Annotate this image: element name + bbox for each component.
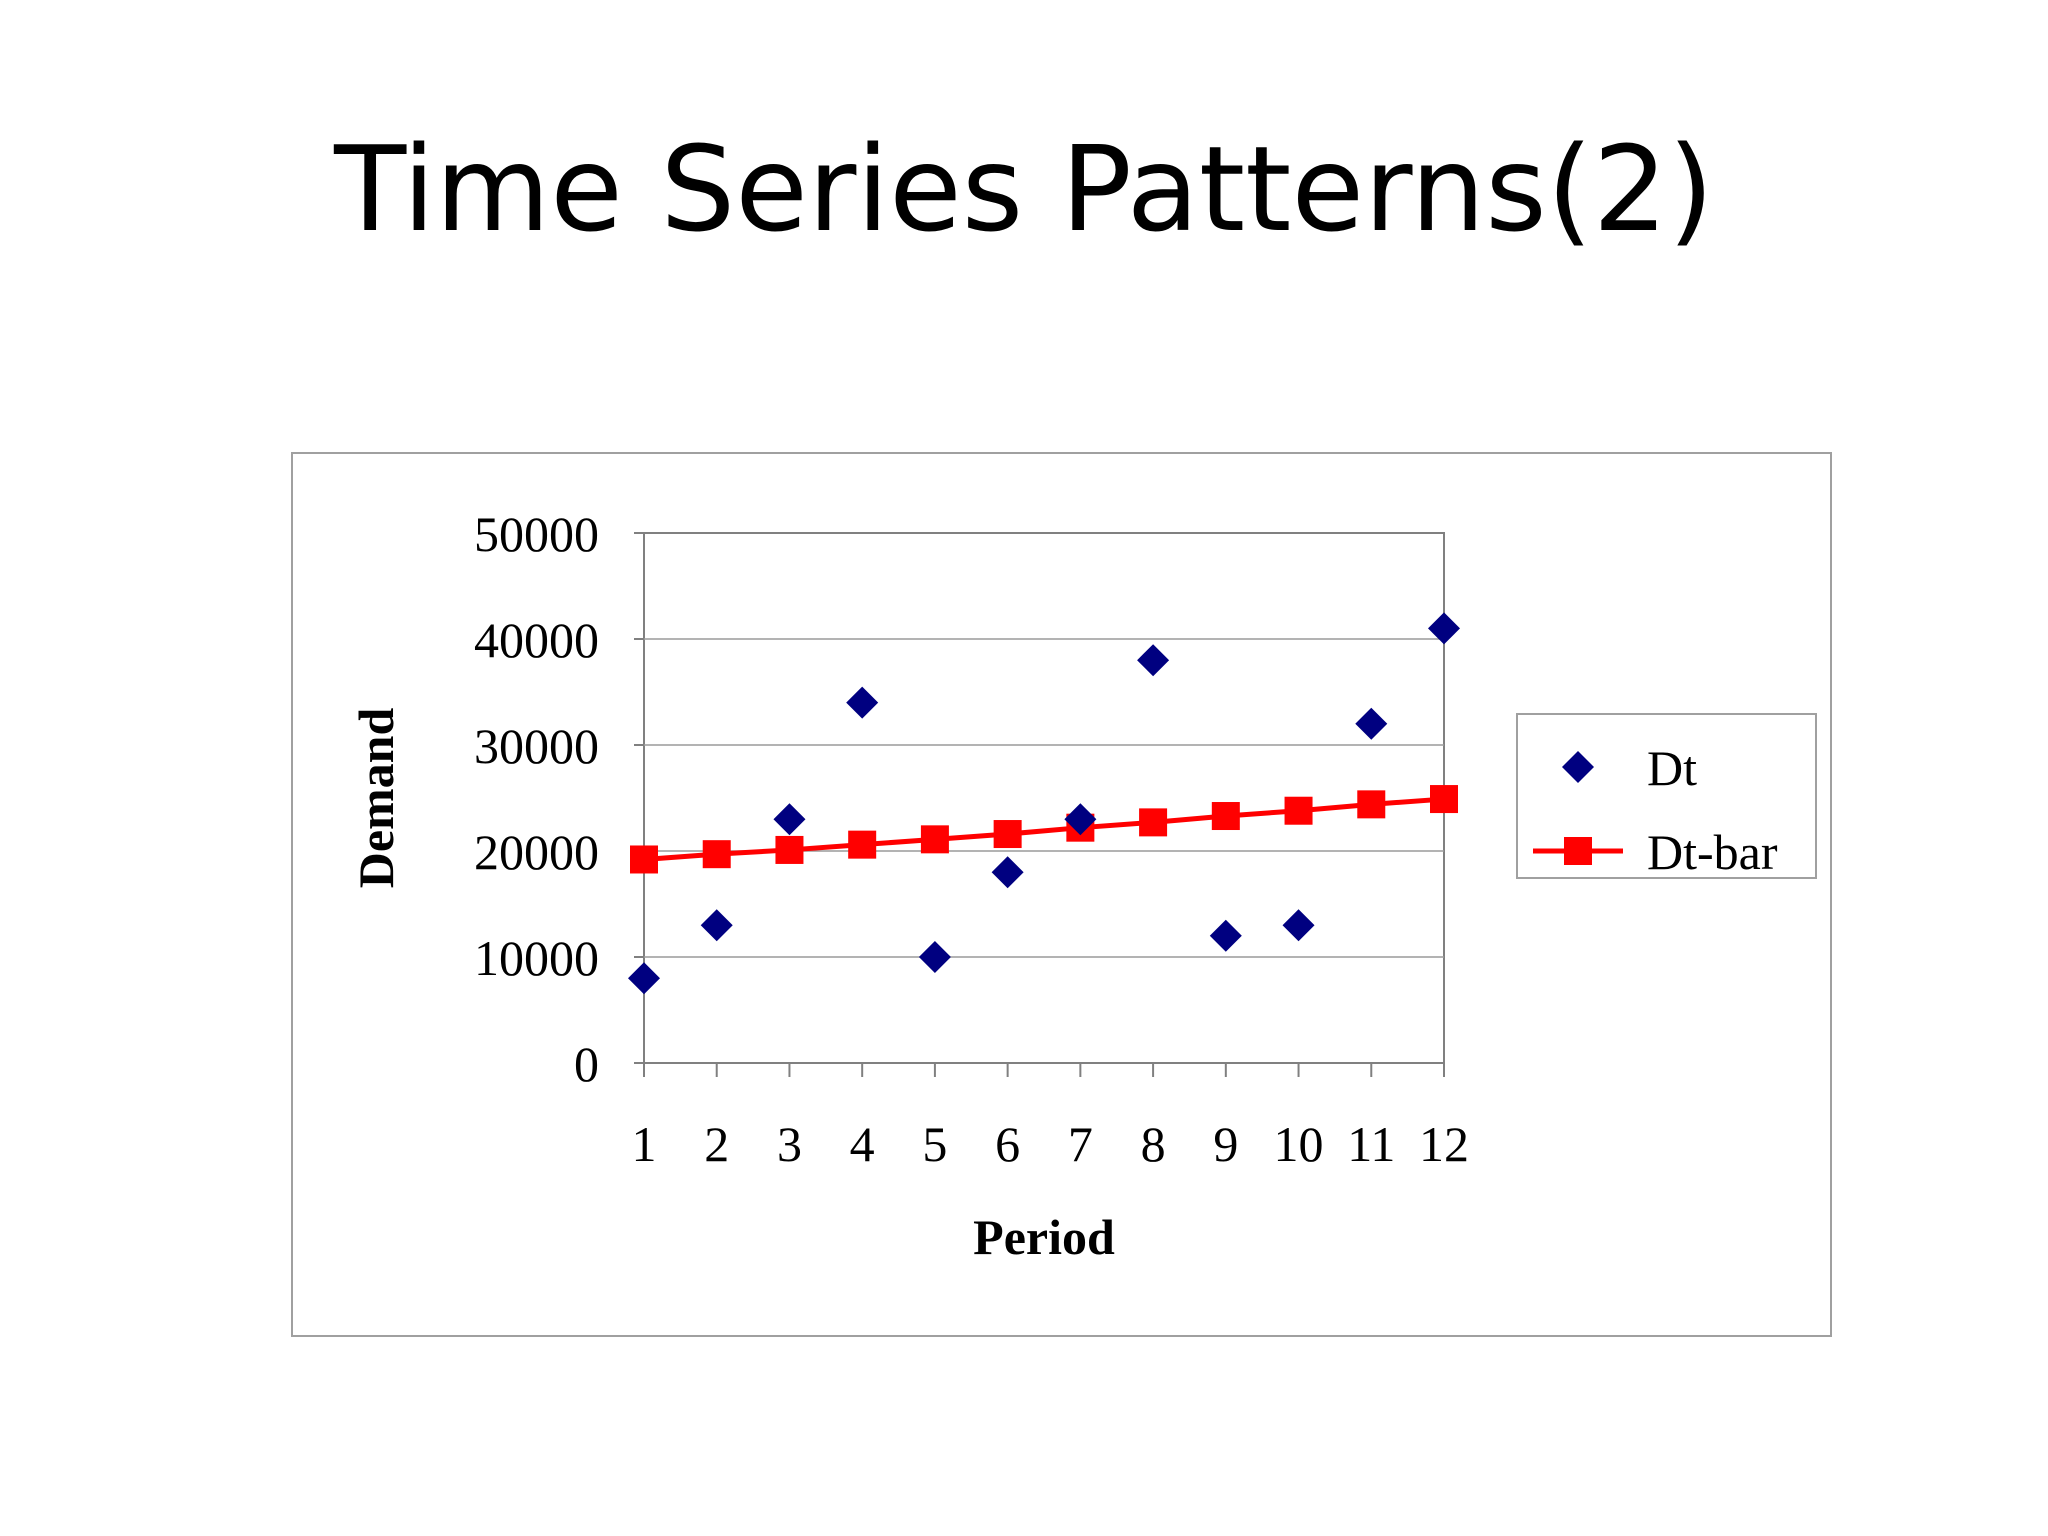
series-dt-bar — [630, 785, 1458, 874]
data-point — [1282, 909, 1315, 942]
y-tick-label: 50000 — [474, 506, 599, 562]
data-point — [1139, 808, 1168, 837]
legend-marker — [1564, 837, 1592, 865]
legend-item: Dt — [1562, 740, 1697, 796]
x-tick-label: 1 — [632, 1116, 657, 1172]
x-tick-label: 4 — [850, 1116, 875, 1172]
y-axis-title: Demand — [348, 708, 404, 889]
y-tick-label: 20000 — [474, 824, 599, 880]
series-layer — [628, 612, 1460, 995]
x-tick-label: 3 — [777, 1116, 802, 1172]
data-point — [1064, 803, 1097, 836]
data-point — [918, 941, 951, 973]
data-point — [846, 686, 879, 719]
series-dt — [628, 612, 1460, 995]
data-point — [1211, 802, 1240, 831]
data-point — [630, 845, 658, 874]
x-tick-label: 9 — [1213, 1116, 1238, 1172]
x-tick-label: 10 — [1274, 1116, 1324, 1172]
x-tick-label: 2 — [704, 1116, 729, 1172]
data-point — [700, 909, 733, 942]
plot-area — [643, 532, 1445, 1064]
legend-item: Dt-bar — [1533, 824, 1778, 880]
data-point — [1428, 612, 1460, 645]
data-point — [1430, 785, 1458, 814]
x-axis-title: Period — [973, 1209, 1115, 1265]
data-point — [991, 856, 1024, 889]
x-tick-label: 12 — [1419, 1116, 1469, 1172]
data-point — [628, 962, 660, 995]
chart-frame: 0 10000 20000 30000 40000 50000 1 2 3 4 5 6 7 8 9 10 11 1… — [291, 452, 1832, 1337]
data-point — [702, 840, 731, 869]
slide-title: Time Series Patterns(2) — [334, 120, 1714, 258]
legend-label: Dt — [1647, 740, 1697, 796]
x-tick-label: 7 — [1068, 1116, 1093, 1172]
x-tick-label: 5 — [922, 1116, 947, 1172]
data-point — [1284, 796, 1313, 825]
x-tick-label: 6 — [995, 1116, 1020, 1172]
x-tick-label: 8 — [1141, 1116, 1166, 1172]
data-point — [773, 803, 806, 836]
data-point — [1357, 790, 1386, 819]
y-tick-label: 30000 — [474, 718, 599, 774]
data-point — [1355, 707, 1388, 740]
legend: Dt Dt-bar — [1516, 713, 1817, 880]
data-point — [920, 825, 949, 854]
y-tick-label: 40000 — [474, 612, 599, 668]
data-point — [1137, 644, 1170, 677]
legend-marker — [1562, 751, 1594, 783]
y-tick-label: 0 — [574, 1036, 599, 1092]
legend-label: Dt-bar — [1647, 824, 1778, 880]
x-tick-label: 11 — [1347, 1116, 1395, 1172]
data-point — [993, 820, 1022, 849]
data-point — [848, 830, 877, 859]
data-point — [1209, 919, 1242, 952]
y-tick-label: 10000 — [474, 930, 599, 986]
data-point — [775, 835, 804, 864]
